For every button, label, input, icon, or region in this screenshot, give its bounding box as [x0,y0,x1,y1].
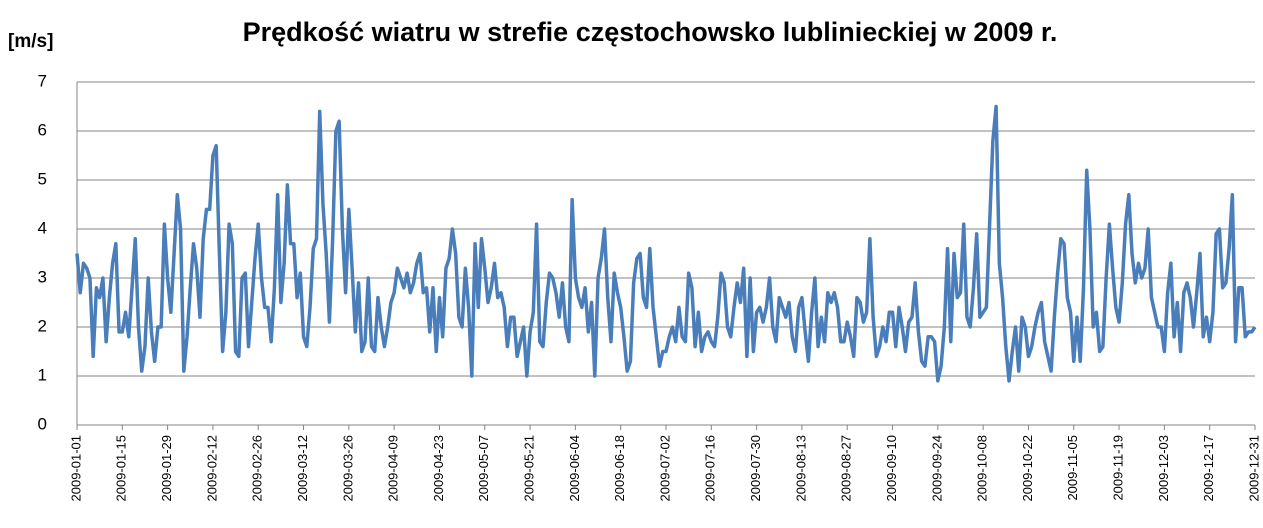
x-tick-label: 2009-03-12 [295,435,310,502]
x-tick-label: 2009-07-02 [657,435,672,502]
x-tick-label: 2009-12-03 [1156,435,1171,502]
series-line [75,104,1257,383]
x-tick-label: 2009-01-01 [68,435,83,502]
x-tick-label: 2009-09-10 [884,435,899,502]
x-tick-label: 2009-11-19 [1111,435,1126,501]
y-tick-label: 4 [38,218,47,237]
x-tick-label: 2009-02-12 [204,435,219,502]
y-tick-label: 7 [38,71,47,90]
x-tick-label: 2009-10-22 [1020,435,1035,502]
x-tick-label: 2009-12-17 [1201,435,1216,502]
x-tick-label: 2009-04-23 [431,435,446,502]
y-tick-label: 0 [38,414,47,433]
x-tick-label: 2009-12-31 [1246,435,1261,502]
x-tick-label: 2009-05-07 [476,435,491,502]
y-tick-label: 1 [38,365,47,384]
x-tick-label: 2009-02-26 [250,435,265,502]
chart-title: Prędkość wiatru w strefie częstochowsko … [243,17,1058,47]
x-tick-label: 2009-03-26 [340,435,355,502]
x-tick-label: 2009-05-21 [522,435,537,502]
x-tick-label: 2009-06-18 [612,435,627,502]
y-tick-label: 6 [38,120,47,139]
x-tick-label: 2009-08-13 [793,435,808,502]
x-tick-label: 2009-01-15 [114,435,129,502]
x-tick-label: 2009-06-04 [567,435,582,502]
x-tick-label: 2009-11-05 [1065,435,1080,501]
y-tick-label: 3 [38,267,47,286]
y-tick-label: 5 [38,169,47,188]
x-tick-label: 2009-10-08 [975,435,990,502]
x-tick-label: 2009-09-24 [929,435,944,502]
y-tick-label: 2 [38,316,47,335]
x-tick-label: 2009-04-09 [386,435,401,502]
x-tick-label: 2009-07-16 [703,435,718,502]
y-axis-label: [m/s] [8,31,53,52]
x-tick-label: 2009-08-27 [839,435,854,502]
x-tick-label: 2009-07-30 [748,435,763,502]
x-tick-label: 2009-01-29 [159,435,174,502]
